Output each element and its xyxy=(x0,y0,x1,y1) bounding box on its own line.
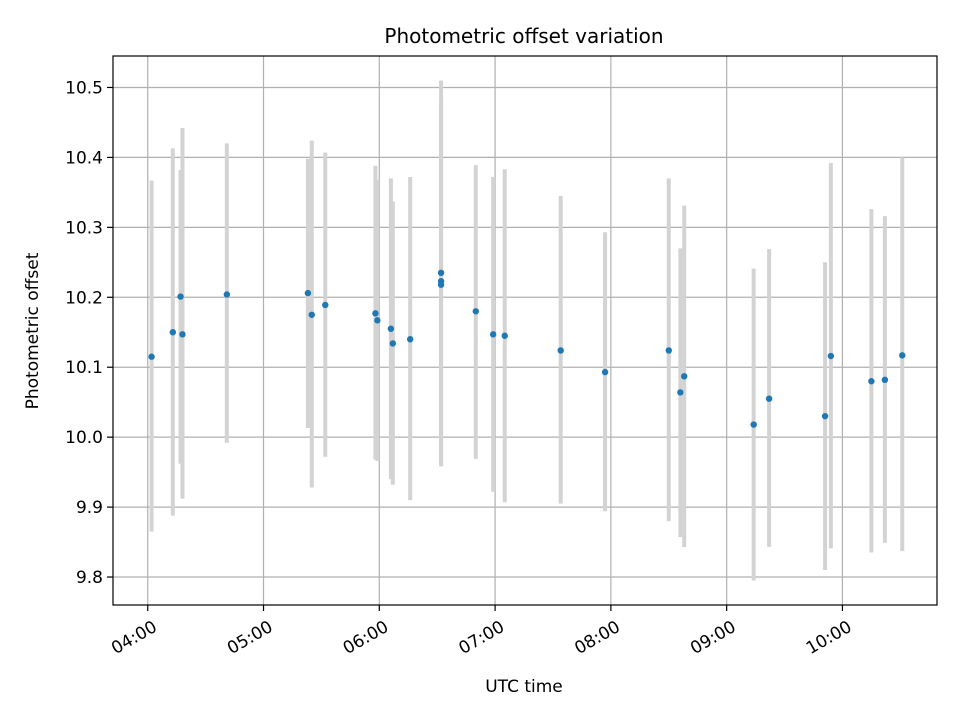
data-point xyxy=(881,376,889,384)
data-point xyxy=(387,325,395,332)
data-point xyxy=(827,352,835,360)
y-tick-label: 10.5 xyxy=(65,78,103,98)
data-point xyxy=(750,421,757,428)
grid-lines xyxy=(113,56,937,605)
data-point xyxy=(304,289,312,297)
x-tick-label: 07:00 xyxy=(456,617,508,659)
data-point xyxy=(868,378,875,385)
x-tick-label: 05:00 xyxy=(224,617,276,659)
y-axis-label: Photometric offset xyxy=(23,252,43,409)
data-point xyxy=(389,340,397,347)
x-axis-label: UTC time xyxy=(485,677,563,697)
x-tick-label: 09:00 xyxy=(687,617,739,659)
data-point xyxy=(489,331,497,338)
x-tick-label: 08:00 xyxy=(571,617,623,659)
x-axis-ticks: 04:00 05:00 06:00 07:00 08:00 09:00 10:00 xyxy=(108,605,855,659)
data-point xyxy=(148,353,155,360)
y-tick-label: 10.4 xyxy=(65,148,103,168)
chart-title: Photometric offset variation xyxy=(384,24,663,48)
data-point xyxy=(177,293,184,300)
data-point xyxy=(677,389,684,396)
data-point xyxy=(472,308,479,315)
y-tick-label: 10.2 xyxy=(65,288,103,308)
data-point xyxy=(437,269,445,277)
data-point xyxy=(821,412,829,420)
data-point xyxy=(372,310,379,317)
data-point xyxy=(765,395,773,402)
y-tick-label: 10.0 xyxy=(65,428,103,448)
data-point xyxy=(406,336,414,343)
y-tick-label: 10.1 xyxy=(65,358,103,378)
data-point xyxy=(501,332,508,339)
data-point xyxy=(437,281,445,288)
data-point xyxy=(322,301,329,309)
data-point xyxy=(308,311,315,318)
x-tick-label: 06:00 xyxy=(340,617,392,659)
x-tick-label: 04:00 xyxy=(108,617,160,659)
data-point xyxy=(681,373,688,380)
plot-frame xyxy=(112,55,938,606)
data-point xyxy=(557,347,564,354)
y-tick-label: 9.8 xyxy=(76,568,103,588)
data-point xyxy=(665,347,672,354)
y-axis-ticks: 9.8 9.9 10.0 10.1 10.2 10.3 10.4 10.5 xyxy=(65,78,113,588)
data-point xyxy=(179,331,186,338)
errorbars xyxy=(149,80,905,581)
y-tick-label: 10.3 xyxy=(65,218,103,238)
y-tick-label: 9.9 xyxy=(76,498,103,518)
data-point xyxy=(169,329,177,336)
x-tick-label: 10:00 xyxy=(803,617,855,659)
data-point xyxy=(899,352,906,359)
data-point xyxy=(601,368,609,376)
data-point xyxy=(223,291,231,298)
data-point xyxy=(374,317,381,324)
data-points xyxy=(148,269,906,428)
